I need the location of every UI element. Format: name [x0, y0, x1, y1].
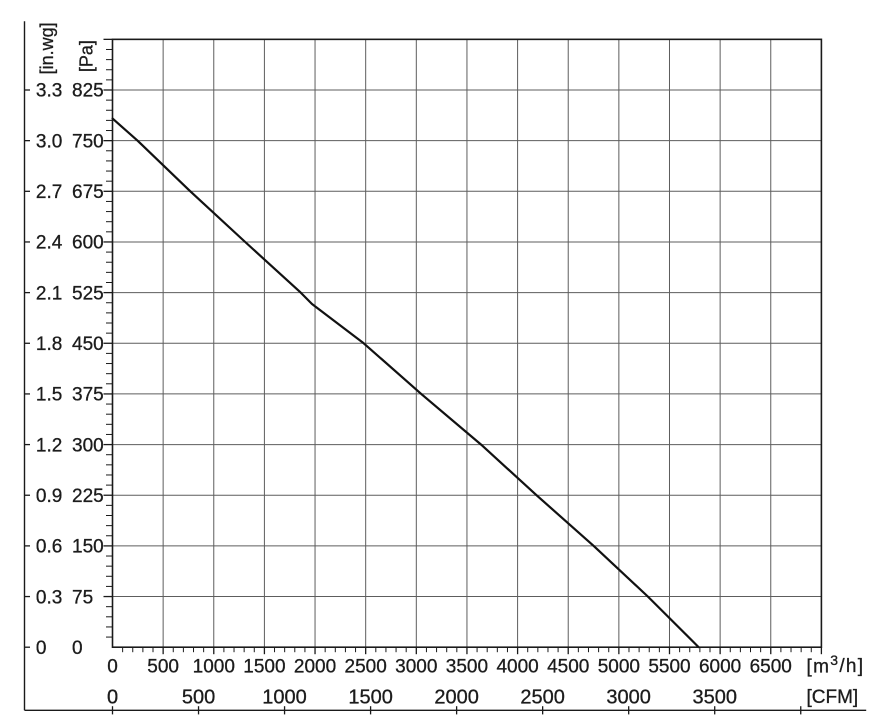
svg-text:3500: 3500	[446, 657, 488, 678]
svg-text:2.1: 2.1	[36, 283, 62, 304]
svg-text:2000: 2000	[294, 657, 336, 678]
svg-text:1000: 1000	[262, 686, 307, 708]
svg-text:3.0: 3.0	[36, 131, 62, 152]
svg-text:1000: 1000	[193, 657, 235, 678]
svg-text:0.6: 0.6	[36, 537, 62, 558]
svg-text:1500: 1500	[348, 686, 393, 708]
svg-text:0.9: 0.9	[36, 486, 62, 507]
svg-text:5500: 5500	[648, 657, 690, 678]
svg-text:3000: 3000	[606, 686, 651, 708]
svg-text:225: 225	[72, 486, 104, 507]
svg-text:525: 525	[72, 283, 104, 304]
svg-text:75: 75	[72, 587, 93, 608]
svg-text:2.4: 2.4	[36, 233, 63, 254]
svg-text:2500: 2500	[520, 686, 565, 708]
svg-text:3000: 3000	[395, 657, 437, 678]
svg-text:825: 825	[72, 81, 104, 102]
svg-text:1500: 1500	[243, 657, 285, 678]
svg-text:500: 500	[147, 657, 179, 678]
svg-text:500: 500	[182, 686, 215, 708]
svg-text:750: 750	[72, 131, 104, 152]
svg-text:4500: 4500	[547, 657, 589, 678]
svg-text:4000: 4000	[496, 657, 538, 678]
svg-text:600: 600	[72, 233, 104, 254]
svg-text:3.3: 3.3	[36, 81, 62, 102]
svg-text:1.2: 1.2	[36, 435, 62, 456]
svg-text:0: 0	[36, 638, 47, 659]
svg-text:0: 0	[107, 657, 118, 678]
svg-text:[CFM]: [CFM]	[807, 687, 859, 708]
svg-text:2500: 2500	[345, 657, 387, 678]
svg-text:[Pa]: [Pa]	[77, 40, 97, 72]
svg-text:3500: 3500	[692, 686, 737, 708]
svg-text:2000: 2000	[434, 686, 479, 708]
svg-text:300: 300	[72, 435, 104, 456]
svg-text:0: 0	[107, 686, 118, 708]
svg-text:0: 0	[72, 638, 83, 659]
svg-text:675: 675	[72, 182, 104, 203]
svg-text:1.8: 1.8	[36, 334, 62, 355]
svg-text:2.7: 2.7	[36, 182, 62, 203]
svg-text:150: 150	[72, 537, 104, 558]
svg-text:450: 450	[72, 334, 104, 355]
svg-text:[in.wg]: [in.wg]	[37, 22, 57, 74]
svg-text:375: 375	[72, 385, 104, 406]
svg-text:0.3: 0.3	[36, 587, 62, 608]
svg-text:1.5: 1.5	[36, 385, 62, 406]
svg-text:6000: 6000	[699, 657, 741, 678]
svg-text:5000: 5000	[598, 657, 640, 678]
svg-text:6500: 6500	[750, 657, 792, 678]
